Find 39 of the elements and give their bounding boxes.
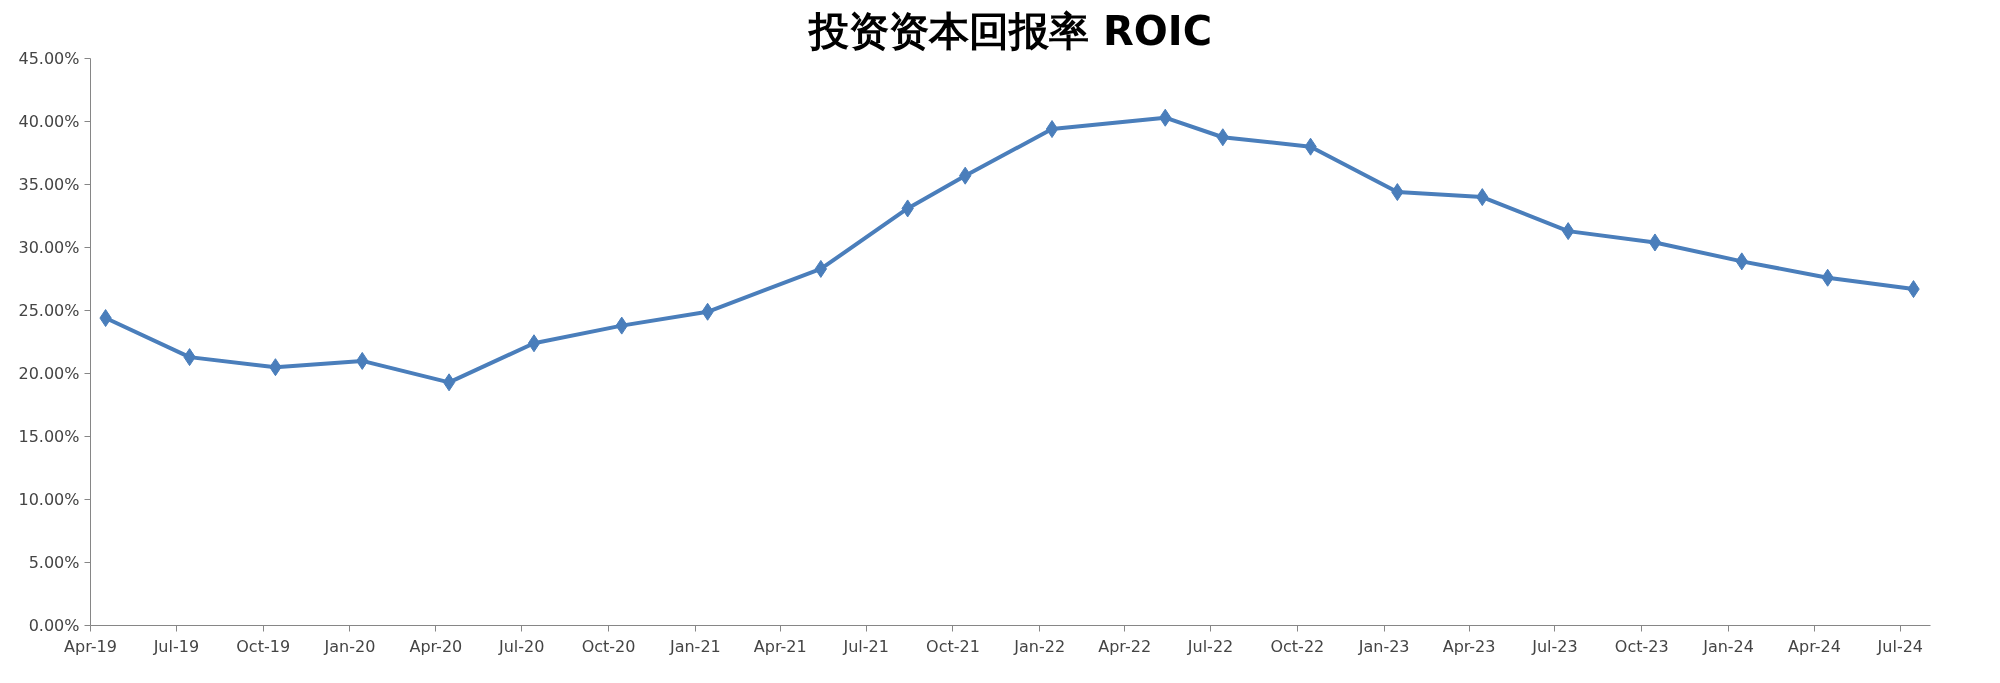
y-tick-label: 5.00%: [28, 553, 80, 572]
x-tick-label: Apr-20: [409, 636, 463, 656]
x-tick-label: Oct-20: [581, 636, 636, 656]
x-tick-label: Apr-22: [1098, 636, 1152, 656]
point: [1045, 120, 1059, 139]
x-tick-label: Oct-22: [1270, 636, 1325, 656]
point: [1648, 233, 1662, 252]
chart-title: 投资资本回报率 ROIC: [807, 7, 1212, 54]
x-tick-label: Jul-20: [498, 636, 545, 656]
y-tick-label: 40.00%: [18, 112, 80, 131]
x-tick-label: Oct-21: [926, 636, 980, 656]
x-tick-label: Jan-23: [1357, 636, 1410, 656]
x-tick-label: Oct-23: [1614, 636, 1669, 656]
y-tick-label: 35.00%: [18, 175, 80, 194]
y-tick-label: 25.00%: [18, 301, 80, 320]
x-tick-label: Jan-22: [1013, 636, 1066, 656]
x-tick-label: Apr-24: [1788, 636, 1841, 656]
x-tick-label: Jan-20: [323, 636, 376, 656]
x-tick-label: Jan-24: [1702, 636, 1754, 656]
x-tick-label: Jul-24: [1876, 636, 1924, 656]
x-tick-label: Jul-21: [842, 636, 889, 656]
x-tick-label: Jan-21: [668, 636, 721, 656]
point: [442, 373, 456, 392]
x-tick-label: Jul-19: [152, 636, 200, 656]
point: [814, 259, 828, 278]
y-tick-label: 15.00%: [18, 427, 80, 446]
x-tick-label: Jul-23: [1531, 636, 1578, 656]
x-tick-label: Jul-22: [1186, 636, 1234, 656]
y-tick-label: 10.00%: [18, 490, 80, 509]
x-tick-label: Apr-21: [753, 636, 807, 656]
y-tick-label: 30.00%: [18, 238, 80, 257]
x-tick-label: Apr-19: [64, 636, 117, 656]
y-tick-label: 0.00%: [28, 616, 80, 635]
point: [1561, 222, 1575, 241]
x-tick-label: Apr-23: [1442, 636, 1496, 656]
x-tick-label: Oct-19: [236, 636, 291, 656]
y-tick-label: 20.00%: [18, 364, 80, 383]
point: [527, 334, 541, 353]
y-tick-label: 45.00%: [18, 49, 80, 68]
